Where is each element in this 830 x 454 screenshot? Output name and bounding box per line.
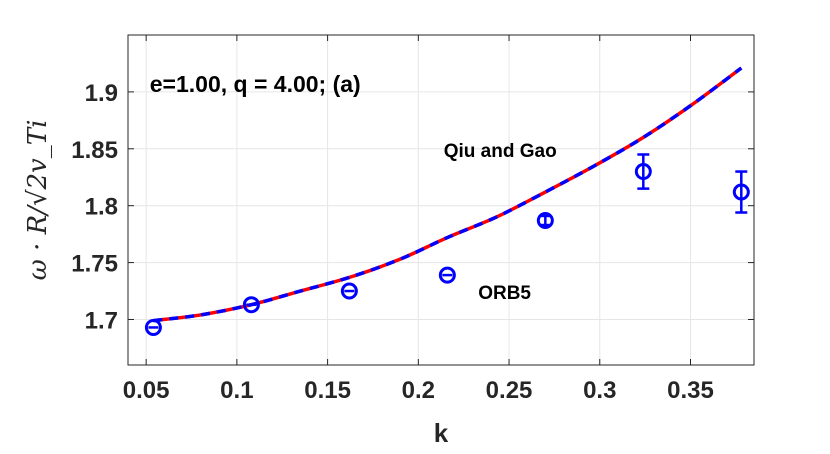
y-tick-label: 1.75 <box>71 251 118 278</box>
orb5-marker <box>634 163 652 181</box>
x-tick-label: 0.15 <box>304 377 351 404</box>
x-tick-label: 0.1 <box>220 377 253 404</box>
y-tick-label: 1.9 <box>85 80 118 107</box>
orb5-marker <box>340 282 358 300</box>
orb5-point <box>144 318 162 336</box>
grid <box>128 35 754 365</box>
orb5-marker <box>732 183 750 201</box>
y-tick-label: 1.8 <box>85 194 118 221</box>
orb5-point <box>634 153 652 190</box>
y-axis-title: ω · R/√2v_Ti <box>23 120 53 281</box>
y-tick-label: 1.85 <box>71 137 118 164</box>
annotations: e=1.00, q = 4.00; (a) Qiu and Gao ORB5 <box>150 71 557 304</box>
orb5-marker <box>438 266 456 284</box>
orb5-point <box>732 170 750 214</box>
annotation-label: Qiu and Gao <box>444 141 557 162</box>
orb5-marker <box>242 296 260 314</box>
x-axis-ticks: 0.05 0.1 0.15 0.2 0.25 0.3 0.35 <box>123 35 714 404</box>
annotation-label: ORB5 <box>478 283 531 304</box>
y-axis-ticks: 1.7 1.75 1.8 1.85 1.9 <box>71 80 754 334</box>
x-tick-label: 0.35 <box>667 377 714 404</box>
x-tick-label: 0.3 <box>583 377 616 404</box>
orb5-point <box>438 266 456 284</box>
orb5-marker <box>144 318 162 336</box>
orb5-point <box>536 211 554 229</box>
x-axis-title: k <box>434 418 449 448</box>
plot-frame <box>127 34 755 366</box>
x-tick-label: 0.25 <box>486 377 533 404</box>
y-tick-label: 1.7 <box>85 307 118 334</box>
x-tick-label: 0.05 <box>123 377 170 404</box>
orb5-points <box>144 153 750 336</box>
orb5-point <box>340 282 358 300</box>
orb5-point <box>242 296 260 314</box>
svg-text:ω · R/√2v_Ti: ω · R/√2v_Ti <box>23 120 53 281</box>
x-tick-label: 0.2 <box>402 377 435 404</box>
annotation-label: e=1.00, q = 4.00; (a) <box>150 71 361 97</box>
orb5-marker <box>536 211 554 229</box>
